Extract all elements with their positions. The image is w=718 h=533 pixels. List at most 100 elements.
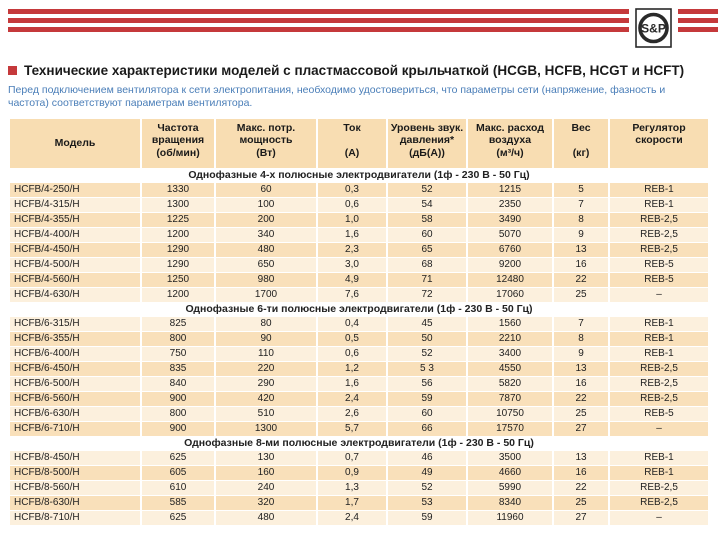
- value-cell-power: 650: [216, 257, 316, 272]
- value-cell-sound: 50: [388, 331, 466, 346]
- value-cell-regulator: –: [610, 287, 708, 302]
- value-cell-sound: 59: [388, 510, 466, 525]
- value-cell-weight: 25: [554, 287, 608, 302]
- value-cell-airflow: 1560: [468, 316, 552, 331]
- section-header-label: Однофазные 4-х полюсные электродвигатели…: [10, 168, 708, 182]
- value-cell-weight: 13: [554, 361, 608, 376]
- value-cell-weight: 7: [554, 197, 608, 212]
- value-cell-speed: 1300: [142, 197, 214, 212]
- value-cell-sound: 52: [388, 182, 466, 197]
- value-cell-power: 130: [216, 450, 316, 465]
- model-cell: HCFB/4-250/H: [10, 182, 140, 197]
- model-cell: HCFB/6-355/H: [10, 331, 140, 346]
- value-cell-weight: 16: [554, 257, 608, 272]
- value-cell-weight: 8: [554, 212, 608, 227]
- value-cell-weight: 5: [554, 182, 608, 197]
- value-cell-power: 200: [216, 212, 316, 227]
- value-cell-sound: 53: [388, 495, 466, 510]
- top-banner: S&P: [0, 0, 718, 50]
- col-header-weight: Вес (кг): [554, 118, 608, 168]
- section-header-row: Однофазные 6-ти полюсные электродвигател…: [10, 302, 708, 316]
- table-row: HCFB/6-560/H 900 420 2,4 59 7870 22 REB-2,5: [10, 391, 708, 406]
- value-cell-speed: 825: [142, 316, 214, 331]
- model-cell: HCFB/4-450/H: [10, 242, 140, 257]
- value-cell-weight: 25: [554, 495, 608, 510]
- value-cell-airflow: 5820: [468, 376, 552, 391]
- value-cell-airflow: 4660: [468, 465, 552, 480]
- value-cell-power: 60: [216, 182, 316, 197]
- value-cell-current: 1,7: [318, 495, 386, 510]
- value-cell-sound: 54: [388, 197, 466, 212]
- value-cell-power: 90: [216, 331, 316, 346]
- value-cell-airflow: 1215: [468, 182, 552, 197]
- value-cell-regulator: REB-2,5: [610, 480, 708, 495]
- value-cell-airflow: 2210: [468, 331, 552, 346]
- value-cell-airflow: 17570: [468, 421, 552, 436]
- value-cell-weight: 16: [554, 465, 608, 480]
- value-cell-power: 340: [216, 227, 316, 242]
- value-cell-current: 1,2: [318, 361, 386, 376]
- col-header-power: Макс. потр. мощность (Вт): [216, 118, 316, 168]
- value-cell-current: 0,6: [318, 346, 386, 361]
- table-row: HCFB/4-250/H 1330 60 0,3 52 1215 5 REB-1: [10, 182, 708, 197]
- value-cell-sound: 71: [388, 272, 466, 287]
- value-cell-sound: 60: [388, 227, 466, 242]
- value-cell-current: 1,6: [318, 376, 386, 391]
- value-cell-weight: 22: [554, 480, 608, 495]
- model-cell: HCFB/4-630/H: [10, 287, 140, 302]
- value-cell-power: 100: [216, 197, 316, 212]
- col-header-current: Ток (А): [318, 118, 386, 168]
- section-title-row: Технические характеристики моделей с пла…: [8, 63, 718, 78]
- value-cell-sound: 66: [388, 421, 466, 436]
- value-cell-power: 480: [216, 510, 316, 525]
- spec-table-body: Однофазные 4-х полюсные электродвигатели…: [10, 168, 708, 525]
- value-cell-regulator: REB-2,5: [610, 495, 708, 510]
- value-cell-sound: 5 3: [388, 361, 466, 376]
- value-cell-speed: 800: [142, 406, 214, 421]
- value-cell-sound: 49: [388, 465, 466, 480]
- value-cell-power: 290: [216, 376, 316, 391]
- value-cell-speed: 1290: [142, 242, 214, 257]
- value-cell-current: 2,3: [318, 242, 386, 257]
- value-cell-airflow: 4550: [468, 361, 552, 376]
- value-cell-regulator: REB-1: [610, 346, 708, 361]
- value-cell-current: 7,6: [318, 287, 386, 302]
- banner-stripes-right: [678, 8, 718, 32]
- section-header-label: Однофазные 8-ми полюсные электродвигател…: [10, 436, 708, 450]
- model-cell: HCFB/8-500/H: [10, 465, 140, 480]
- red-stripe: [8, 18, 629, 23]
- red-stripe: [8, 27, 629, 32]
- model-cell: HCFB/6-710/H: [10, 421, 140, 436]
- table-row: HCFB/6-315/H 825 80 0,4 45 1560 7 REB-1: [10, 316, 708, 331]
- value-cell-airflow: 10750: [468, 406, 552, 421]
- table-row: HCFB/6-400/H 750 110 0,6 52 3400 9 REB-1: [10, 346, 708, 361]
- value-cell-regulator: REB-5: [610, 272, 708, 287]
- value-cell-regulator: REB-2,5: [610, 361, 708, 376]
- value-cell-speed: 1250: [142, 272, 214, 287]
- table-row: HCFB/6-500/H 840 290 1,6 56 5820 16 REB-2,5: [10, 376, 708, 391]
- value-cell-sound: 46: [388, 450, 466, 465]
- value-cell-speed: 585: [142, 495, 214, 510]
- col-header-regulator: Регулятор скорости: [610, 118, 708, 168]
- value-cell-airflow: 8340: [468, 495, 552, 510]
- value-cell-speed: 835: [142, 361, 214, 376]
- value-cell-airflow: 5070: [468, 227, 552, 242]
- value-cell-current: 2,4: [318, 510, 386, 525]
- value-cell-regulator: –: [610, 510, 708, 525]
- table-row: HCFB/8-500/H 605 160 0,9 49 4660 16 REB-1: [10, 465, 708, 480]
- col-header-sound: Уровень звук. давления* (дБ(А)): [388, 118, 466, 168]
- value-cell-airflow: 2350: [468, 197, 552, 212]
- value-cell-sound: 60: [388, 406, 466, 421]
- value-cell-current: 1,0: [318, 212, 386, 227]
- value-cell-speed: 625: [142, 450, 214, 465]
- spec-table-head: Модель Частота вращения (об/мин) Макс. пот…: [10, 118, 708, 168]
- value-cell-speed: 605: [142, 465, 214, 480]
- value-cell-regulator: REB-5: [610, 406, 708, 421]
- value-cell-speed: 800: [142, 331, 214, 346]
- value-cell-weight: 13: [554, 242, 608, 257]
- value-cell-regulator: REB-1: [610, 465, 708, 480]
- red-stripe: [678, 9, 718, 14]
- value-cell-current: 0,9: [318, 465, 386, 480]
- value-cell-power: 240: [216, 480, 316, 495]
- value-cell-sound: 65: [388, 242, 466, 257]
